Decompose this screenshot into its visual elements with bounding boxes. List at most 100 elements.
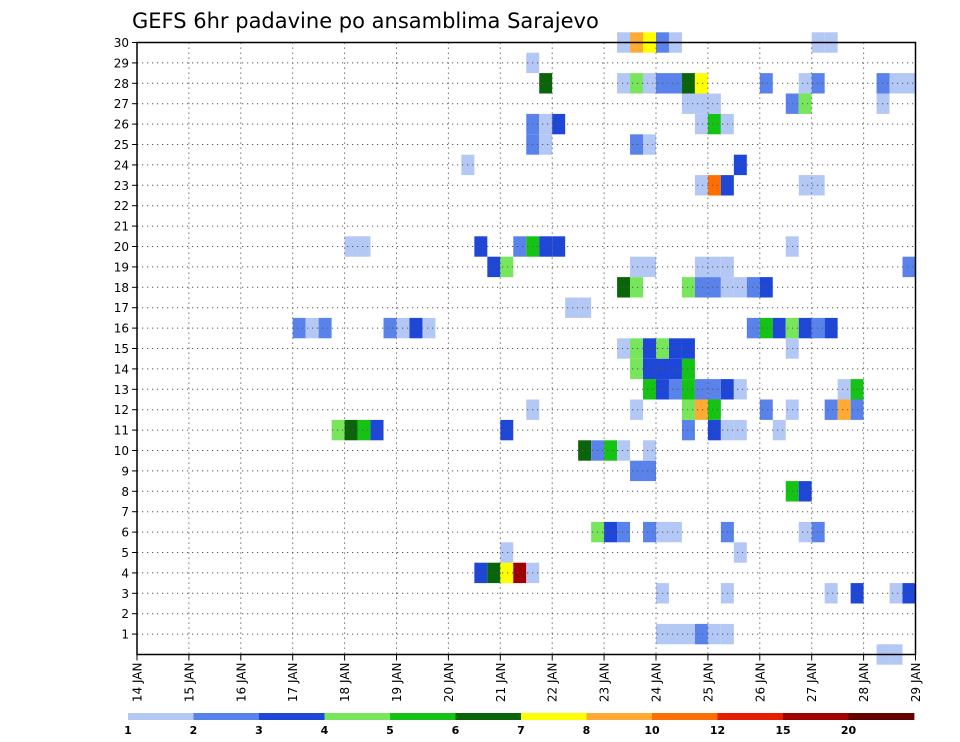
y-tick-label: 20 — [114, 240, 129, 254]
x-tick-label: 26 JAN — [753, 663, 767, 703]
heatmap-cell — [746, 317, 760, 339]
heatmap-cell — [798, 317, 812, 339]
heatmap-cell — [539, 73, 553, 94]
colorbar-swatch — [848, 713, 915, 720]
heatmap-cell — [889, 73, 903, 94]
colorbar-swatch — [259, 713, 325, 720]
heatmap-cell — [643, 73, 656, 94]
heatmap-cell — [318, 317, 332, 339]
heatmap-cell — [513, 236, 527, 257]
heatmap-cell — [837, 399, 851, 420]
heatmap-cell — [707, 277, 721, 298]
heatmap-cell — [630, 277, 644, 298]
colorbar-label: 10 — [644, 724, 660, 737]
heatmap-cell — [643, 460, 656, 482]
x-tick-label: 16 JAN — [234, 663, 248, 703]
heatmap-cell — [798, 175, 812, 196]
heatmap-cell — [668, 338, 682, 359]
heatmap-cell — [694, 256, 708, 278]
heatmap-cell — [824, 399, 838, 420]
heatmap-cell — [733, 277, 747, 298]
heatmap-cell — [681, 358, 695, 380]
heatmap-cell — [694, 277, 708, 298]
heatmap-cell — [759, 317, 773, 339]
colorbar-label: 7 — [517, 724, 525, 737]
heatmap-cell — [344, 236, 358, 257]
x-tick-label: 28 JAN — [857, 663, 871, 703]
heatmap-cell — [668, 73, 682, 94]
heatmap-cell — [630, 73, 644, 94]
heatmap-cell — [824, 583, 838, 604]
heatmap-cell — [565, 297, 579, 318]
heatmap-cell — [746, 277, 760, 298]
colorbar-label: 6 — [452, 724, 460, 737]
heatmap-cell — [681, 277, 695, 298]
heatmap-cell — [383, 317, 397, 339]
heatmap-cell — [707, 419, 721, 441]
colorbar-swatch — [717, 713, 784, 720]
heatmap-cell — [487, 256, 501, 278]
heatmap-cell — [681, 623, 695, 645]
x-tick-label: 24 JAN — [650, 663, 664, 703]
heatmap-cell — [694, 379, 708, 400]
colorbar-swatch — [455, 713, 522, 720]
heatmap-cell — [344, 419, 358, 441]
heatmap-cell — [902, 256, 916, 278]
y-tick-label: 17 — [114, 301, 129, 315]
heatmap-cell — [357, 419, 371, 441]
heatmap-cell — [902, 73, 916, 94]
x-tick-label: 27 JAN — [805, 663, 819, 703]
heatmap-cell — [759, 277, 773, 298]
y-tick-label: 19 — [114, 260, 129, 274]
y-tick-label: 22 — [114, 199, 129, 213]
heatmap-cell — [694, 73, 708, 94]
heatmap-cell — [474, 236, 488, 257]
heatmap-cell — [681, 419, 695, 441]
colorbar: 1 2 3 4 5 6 7 8 10 12 15 20 — [124, 713, 915, 737]
colorbar-swatch — [128, 713, 194, 720]
heatmap-cell — [630, 134, 644, 155]
heatmap-cell — [422, 317, 436, 339]
heatmap-cell — [630, 338, 644, 359]
heatmap-cell — [798, 521, 812, 543]
y-tick-label: 6 — [121, 526, 129, 540]
y-tick-label: 7 — [121, 505, 129, 519]
heatmap-cell — [759, 73, 773, 94]
heatmap-cell — [630, 256, 644, 278]
y-tick-label: 11 — [114, 424, 129, 438]
heatmap-cell — [837, 379, 851, 400]
heatmap-cell — [643, 440, 656, 461]
y-tick-label: 2 — [121, 607, 129, 621]
y-tick-label: 23 — [114, 179, 129, 193]
heatmap-cell — [707, 399, 721, 420]
y-tick-label: 13 — [114, 383, 129, 397]
heatmap-cell — [798, 93, 812, 114]
colorbar-swatch — [324, 713, 391, 720]
heatmap-cell — [694, 399, 708, 420]
y-tick-label: 12 — [114, 403, 129, 417]
colorbar-label: 20 — [841, 724, 857, 737]
x-tick-label: 25 JAN — [701, 663, 715, 703]
heatmap-cell — [539, 236, 553, 257]
heatmap-cell — [694, 175, 708, 196]
heatmap-cell — [733, 379, 747, 400]
heatmap-cell — [604, 521, 618, 543]
heatmap-cell — [552, 236, 566, 257]
heatmap-cell — [643, 379, 656, 400]
colorbar-label: 5 — [386, 724, 394, 737]
x-tick-label: 17 JAN — [286, 663, 300, 703]
heatmap-cell — [500, 256, 514, 278]
colorbar-swatch — [783, 713, 849, 720]
heatmap-cell — [681, 73, 695, 94]
y-tick-label: 27 — [114, 97, 129, 111]
heatmap-cell — [578, 297, 592, 318]
heatmap-cell — [630, 399, 644, 420]
grid-lines — [137, 42, 916, 655]
heatmap-cell — [357, 236, 371, 257]
heatmap-cell — [707, 256, 721, 278]
y-axis: 1234567891011121314151617181920212223242… — [114, 36, 137, 642]
y-tick-label: 16 — [114, 322, 129, 336]
heatmap-cell — [409, 317, 423, 339]
x-tick-label: 22 JAN — [546, 663, 560, 703]
y-tick-label: 1 — [121, 628, 129, 642]
